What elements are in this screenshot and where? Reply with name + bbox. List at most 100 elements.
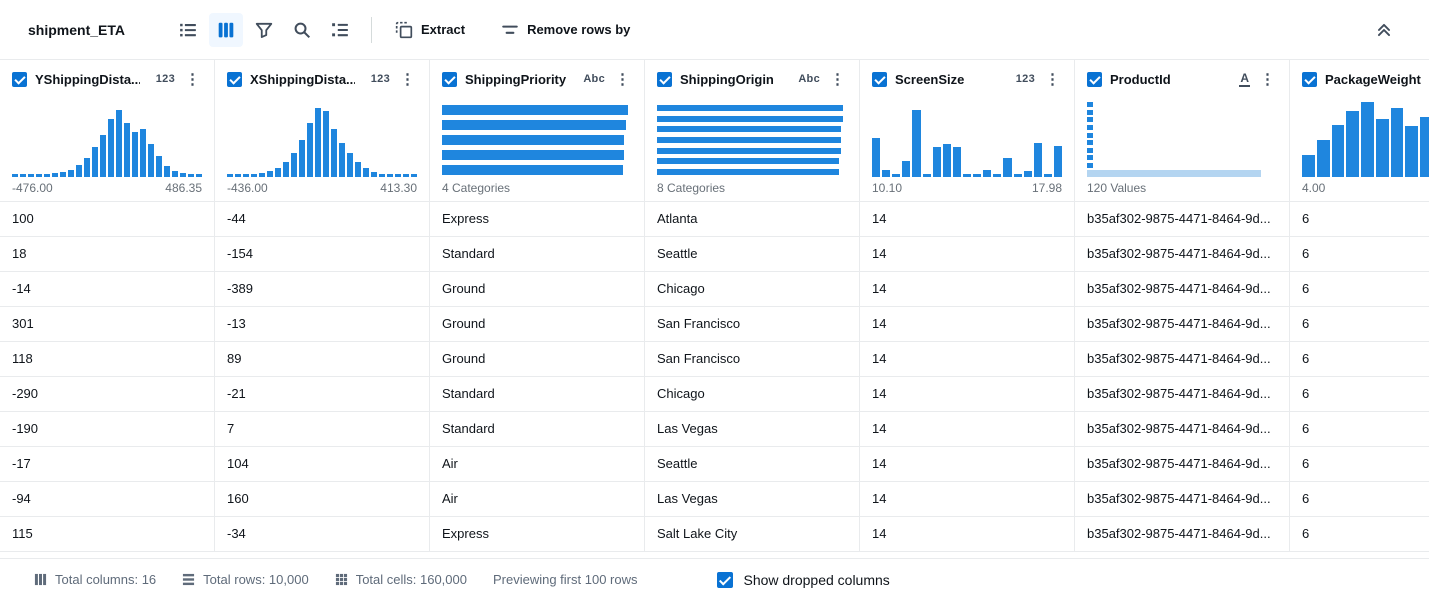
table-cell: -154 bbox=[215, 237, 430, 272]
column-checkbox[interactable] bbox=[442, 71, 457, 87]
histogram-bar bbox=[164, 165, 170, 177]
chart-range-labels: -476.00 486.35 bbox=[0, 177, 214, 201]
table-cell: Express bbox=[430, 202, 645, 237]
table-cell: Atlanta bbox=[645, 202, 860, 237]
histogram-bar bbox=[922, 174, 931, 177]
remove-rows-button[interactable]: Remove rows by bbox=[492, 13, 639, 47]
histogram-bar bbox=[132, 132, 138, 177]
column-name: PackageWeight bbox=[1325, 71, 1421, 87]
filter-lines-icon bbox=[502, 25, 518, 34]
column-chart: 10.10 17.98 bbox=[860, 98, 1075, 202]
total-rows-stat: Total rows: 10,000 bbox=[182, 572, 309, 587]
ordered-list-icon bbox=[332, 22, 348, 36]
histogram-bar bbox=[124, 123, 130, 177]
column-checkbox[interactable] bbox=[227, 71, 242, 87]
category-bar bbox=[442, 120, 627, 130]
histogram-bar bbox=[243, 174, 249, 177]
column-type-icon: Abc bbox=[798, 73, 820, 85]
table-cell: -13 bbox=[215, 307, 430, 342]
chart-label-left: -436.00 bbox=[227, 181, 268, 195]
columns-view-icon bbox=[218, 22, 234, 37]
chart-range-labels: 8 Categories bbox=[645, 177, 859, 201]
filter-button[interactable] bbox=[247, 13, 281, 47]
list-view-button[interactable] bbox=[171, 13, 205, 47]
columns-view-button[interactable] bbox=[208, 12, 243, 47]
histogram-bar bbox=[1033, 142, 1042, 177]
extract-button[interactable]: Extract bbox=[386, 13, 474, 47]
histogram-bar bbox=[60, 171, 66, 177]
chart-label-right: 413.30 bbox=[380, 181, 417, 195]
table-cell: 14 bbox=[860, 447, 1075, 482]
column-menu-button[interactable]: ⋮ bbox=[185, 70, 200, 88]
histogram-bar bbox=[100, 135, 106, 177]
histogram-bar bbox=[116, 109, 122, 177]
table-cell: 14 bbox=[860, 237, 1075, 272]
show-dropped-columns-toggle[interactable]: Show dropped columns bbox=[717, 571, 890, 588]
chart-area bbox=[0, 102, 214, 177]
table-cell: 14 bbox=[860, 307, 1075, 342]
column-menu-button[interactable]: ⋮ bbox=[1260, 70, 1275, 88]
table-cell: 104 bbox=[215, 447, 430, 482]
dataset-title: shipment_ETA bbox=[28, 21, 125, 38]
column-chart: -436.00 413.30 bbox=[215, 98, 430, 202]
column-checkbox[interactable] bbox=[1087, 71, 1102, 87]
histogram-bar bbox=[76, 165, 82, 177]
table-cell: 6 bbox=[1290, 482, 1429, 517]
chart-label-left: 4.00 bbox=[1302, 181, 1326, 195]
ordered-list-button[interactable] bbox=[323, 13, 357, 47]
table-cell: Standard bbox=[430, 412, 645, 447]
chart-label-right: 17.98 bbox=[1031, 181, 1062, 195]
chart-area bbox=[645, 102, 859, 177]
histogram-bar bbox=[371, 171, 377, 177]
histogram-bar bbox=[315, 108, 321, 177]
chart-area bbox=[1075, 102, 1289, 177]
table-cell: -34 bbox=[215, 517, 430, 552]
show-dropped-checkbox[interactable] bbox=[717, 571, 734, 588]
table-cell: -190 bbox=[0, 412, 215, 447]
column-chart: 4 Categories bbox=[430, 98, 645, 202]
table-cell: Standard bbox=[430, 377, 645, 412]
table-cell: 6 bbox=[1290, 342, 1429, 377]
table-cell: b35af302-9875-4471-8464-9d... bbox=[1075, 342, 1290, 377]
histogram-bar bbox=[267, 171, 273, 177]
category-bar bbox=[442, 135, 625, 145]
column-menu-button[interactable]: ⋮ bbox=[615, 70, 630, 88]
histogram-bar bbox=[235, 174, 241, 177]
histogram-bar bbox=[156, 156, 162, 177]
histogram-bar bbox=[196, 174, 202, 177]
table-cell: b35af302-9875-4471-8464-9d... bbox=[1075, 272, 1290, 307]
collapse-panel-button[interactable] bbox=[1367, 13, 1401, 47]
column-checkbox[interactable] bbox=[657, 71, 672, 87]
total-columns-label: Total columns: 16 bbox=[55, 572, 157, 587]
column-checkbox[interactable] bbox=[1302, 71, 1317, 87]
column-type-icon: Abc bbox=[583, 73, 605, 85]
histogram-bar bbox=[1420, 117, 1429, 177]
table-cell: Las Vegas bbox=[645, 482, 860, 517]
table-cell: b35af302-9875-4471-8464-9d... bbox=[1075, 377, 1290, 412]
chart-area bbox=[430, 102, 644, 177]
histogram-bar bbox=[355, 162, 361, 177]
histogram-bar bbox=[259, 173, 265, 177]
search-icon bbox=[294, 22, 311, 38]
column-menu-button[interactable]: ⋮ bbox=[1045, 70, 1060, 88]
histogram-bar bbox=[20, 174, 26, 177]
category-bar bbox=[442, 150, 625, 160]
search-button[interactable] bbox=[285, 13, 319, 47]
chart-label-left: -476.00 bbox=[12, 181, 53, 195]
values-range-bar bbox=[1087, 170, 1261, 177]
histogram-bar bbox=[1023, 171, 1032, 177]
column-chart: 120 Values bbox=[1075, 98, 1290, 202]
histogram-bar bbox=[1003, 157, 1012, 177]
column-menu-button[interactable]: ⋮ bbox=[830, 70, 845, 88]
column-header: PackageWeight123⋮ bbox=[1290, 60, 1429, 98]
column-menu-button[interactable]: ⋮ bbox=[400, 70, 415, 88]
column-checkbox[interactable] bbox=[872, 71, 887, 87]
category-bar bbox=[442, 105, 629, 115]
category-bar bbox=[657, 147, 842, 154]
histogram-bar bbox=[1053, 145, 1063, 177]
table-cell: Chicago bbox=[645, 272, 860, 307]
table-cell: 6 bbox=[1290, 412, 1429, 447]
column-checkbox[interactable] bbox=[12, 71, 27, 87]
table-viewport[interactable]: YShippingDista... 123 ⋮ XShippingDista... 12… bbox=[0, 60, 1429, 558]
chart-range-labels: 4.00 bbox=[1290, 177, 1429, 201]
